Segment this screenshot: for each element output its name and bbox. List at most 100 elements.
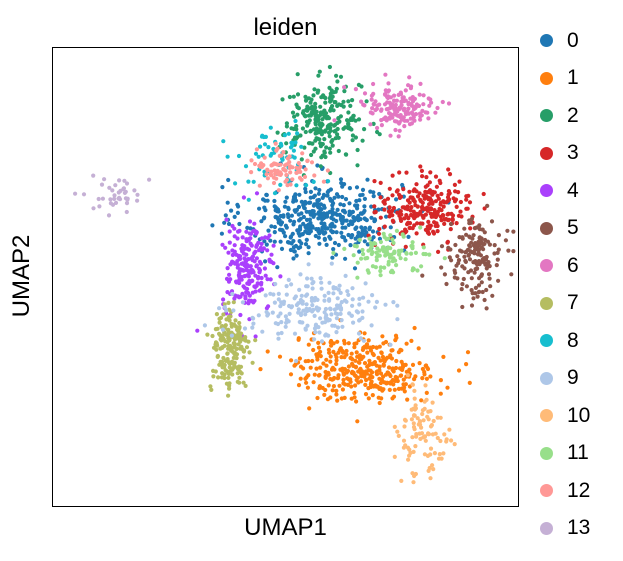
cluster-12-point [273, 171, 278, 176]
cluster-1-point [380, 334, 385, 339]
cluster-13-point [135, 198, 140, 203]
cluster-7-point [233, 318, 238, 323]
cluster-5-point [475, 266, 480, 271]
cluster-7-point [253, 338, 258, 343]
cluster-0-point [235, 210, 240, 215]
cluster-4-point [268, 277, 273, 282]
cluster-9-point [329, 312, 334, 317]
cluster-1-point [333, 352, 338, 357]
cluster-11-point [386, 262, 391, 267]
cluster-4-point [232, 226, 237, 231]
cluster-4-point [242, 247, 247, 252]
cluster-1-point [332, 375, 337, 381]
cluster-6-point [421, 93, 426, 98]
cluster-7-point [223, 339, 228, 344]
cluster-6-point [425, 110, 430, 115]
cluster-9-point [355, 310, 361, 315]
cluster-2-point [360, 138, 365, 143]
cluster-10-point [420, 408, 425, 413]
cluster-1-point [420, 376, 425, 381]
cluster-3-point [458, 209, 463, 214]
cluster-2-point [319, 155, 324, 160]
cluster-11-point [360, 247, 365, 253]
cluster-3-point [431, 231, 437, 236]
cluster-12-point [283, 179, 288, 184]
legend-label: 4 [567, 178, 579, 202]
cluster-5-point [503, 238, 508, 243]
cluster-2-point [335, 126, 340, 132]
cluster-6-point [388, 111, 393, 117]
cluster-5-point [479, 273, 484, 279]
cluster-10-point [423, 438, 428, 443]
cluster-7-point [214, 341, 219, 346]
cluster-0-point [284, 195, 289, 200]
cluster-12-point [321, 179, 326, 184]
cluster-2-point [313, 120, 318, 125]
cluster-1-point [334, 392, 339, 397]
cluster-3-point [453, 197, 459, 202]
cluster-2-point [328, 150, 333, 155]
legend-label: 10 [567, 403, 591, 427]
cluster-2-point [317, 121, 323, 126]
cluster-9-point [322, 320, 328, 325]
cluster-9-point [292, 331, 298, 336]
cluster-2-point [355, 147, 360, 153]
cluster-11-point [388, 246, 393, 251]
cluster-5-point [461, 276, 466, 282]
cluster-0-point [325, 193, 330, 198]
cluster-10-point [401, 445, 406, 450]
cluster-2-point [290, 110, 296, 115]
cluster-0-point [357, 249, 362, 254]
cluster-6-point [398, 113, 403, 118]
cluster-0-point [388, 225, 393, 230]
cluster-12-point [265, 167, 270, 172]
cluster-3-point [438, 202, 443, 207]
cluster-3-point [424, 175, 429, 180]
cluster-10-point [449, 438, 454, 443]
cluster-5-point [511, 249, 516, 254]
legend-label: 13 [567, 516, 591, 540]
cluster-12-point [296, 161, 301, 166]
cluster-9-point [324, 313, 329, 318]
cluster-12-point [261, 163, 266, 168]
cluster-5-point [462, 266, 467, 271]
cluster-6-point [435, 105, 440, 111]
cluster-1-point [342, 355, 347, 360]
cluster-1-point [324, 363, 329, 368]
cluster-1-point [403, 362, 408, 367]
cluster-0-point [360, 187, 366, 192]
cluster-0-point [316, 211, 321, 216]
cluster-0-point [303, 242, 309, 247]
cluster-1-point [399, 373, 404, 378]
cluster-3-point [414, 189, 419, 194]
cluster-3-point [406, 215, 411, 220]
cluster-8-point [304, 183, 309, 188]
cluster-10-point [421, 418, 426, 423]
cluster-3-point [442, 217, 447, 222]
cluster-0-point [298, 245, 303, 250]
cluster-11-point [378, 239, 383, 245]
cluster-5-point [495, 257, 500, 262]
legend-item-3: 3 [540, 135, 590, 173]
cluster-0-point [236, 204, 241, 209]
cluster-0-point [220, 185, 225, 190]
cluster-1-point [363, 382, 368, 387]
legend-item-12: 12 [540, 472, 590, 510]
cluster-11-point [394, 228, 399, 233]
cluster-1-point [424, 390, 429, 395]
cluster-5-point [492, 251, 497, 256]
cluster-4-point [252, 251, 257, 256]
cluster-12-point [284, 172, 289, 178]
cluster-9-point [276, 297, 281, 302]
cluster-9-point [333, 311, 338, 316]
cluster-3-point [408, 195, 413, 200]
cluster-2-point [309, 152, 314, 158]
cluster-7-point [226, 346, 231, 351]
cluster-3-point [465, 206, 470, 211]
cluster-10-point [405, 373, 410, 378]
cluster-9-point [287, 311, 292, 316]
cluster-0-points [210, 161, 451, 271]
cluster-6-points [332, 72, 452, 139]
cluster-1-point [361, 345, 366, 350]
legend-marker [540, 109, 553, 123]
